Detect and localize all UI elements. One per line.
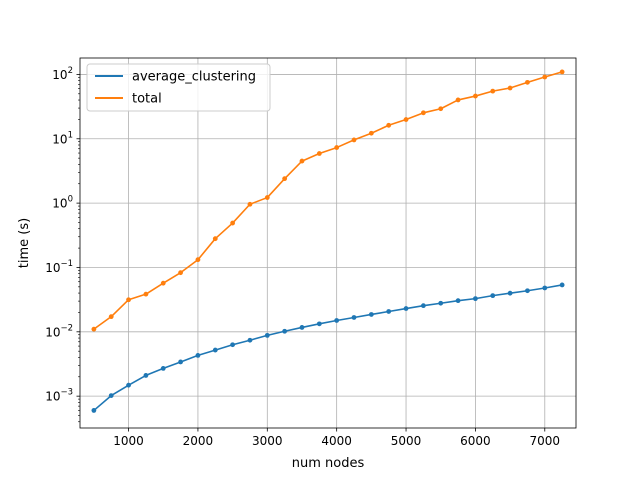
data-point-average-clustering: [230, 342, 236, 348]
data-point-total: [299, 158, 305, 164]
data-point-average-clustering: [368, 312, 374, 317]
x-tick-label: 4000: [321, 434, 352, 448]
data-point-average-clustering: [247, 337, 253, 343]
data-point-average-clustering: [386, 309, 392, 314]
y-tick-base: 10: [45, 390, 60, 404]
y-tick-label: 102: [52, 66, 73, 82]
data-point-average-clustering: [264, 332, 270, 338]
data-point-average-clustering: [316, 321, 322, 327]
data-point-average-clustering: [108, 393, 114, 399]
data-point-average-clustering: [525, 288, 530, 294]
data-point-total: [473, 93, 478, 99]
y-tick-base: 10: [45, 325, 60, 339]
data-point-total: [351, 137, 357, 143]
data-point-total: [490, 88, 496, 94]
data-point-total: [230, 220, 236, 226]
data-point-total: [247, 201, 253, 207]
data-point-total: [403, 117, 409, 122]
data-point-total: [108, 314, 114, 320]
y-tick-exponent: −3: [60, 388, 73, 398]
y-tick-base: 10: [45, 261, 60, 275]
data-point-total: [316, 151, 322, 156]
x-tick-label: 3000: [252, 434, 283, 448]
grid: [80, 58, 576, 428]
x-tick-label: 6000: [460, 434, 491, 448]
data-point-total: [195, 257, 201, 263]
y-tick-exponent: 0: [68, 195, 73, 205]
data-point-average-clustering: [160, 366, 166, 371]
data-point-total: [420, 110, 426, 116]
x-axis: 1000 2000 3000 4000 5000 6000 7000: [113, 428, 560, 448]
y-tick-exponent: −2: [60, 323, 73, 333]
data-point-average-clustering: [195, 352, 201, 358]
y-tick-base: 10: [52, 68, 67, 82]
data-point-average-clustering: [420, 303, 426, 309]
legend: average_clustering total: [86, 63, 271, 112]
data-point-average-clustering: [126, 382, 131, 388]
data-point-average-clustering: [473, 296, 478, 302]
data-point-total: [91, 326, 97, 332]
data-point-average-clustering: [282, 328, 288, 334]
data-point-total: [368, 130, 374, 136]
series-total: [91, 69, 565, 332]
y-tick-label: 101: [52, 130, 73, 146]
legend-label-average-clustering: average_clustering: [132, 70, 256, 85]
y-tick-exponent: −1: [60, 259, 73, 269]
x-axis-label: num nodes: [292, 456, 365, 471]
y-tick-label: 100: [52, 195, 73, 211]
data-point-total: [455, 97, 461, 103]
x-tick-label: 5000: [391, 434, 422, 448]
y-tick-base: 10: [52, 197, 67, 211]
data-point-total: [525, 79, 530, 85]
y-axis-label: time (s): [17, 218, 32, 268]
data-point-total: [282, 176, 288, 182]
data-point-average-clustering: [143, 373, 149, 378]
data-point-total: [264, 195, 270, 200]
data-point-average-clustering: [507, 290, 513, 296]
data-point-average-clustering: [91, 408, 97, 413]
data-point-total: [143, 291, 149, 297]
data-point-total: [334, 145, 340, 150]
data-point-total: [160, 280, 166, 286]
y-tick-exponent: 1: [68, 130, 73, 140]
data-point-average-clustering: [542, 285, 548, 291]
data-point-average-clustering: [490, 293, 496, 299]
data-point-total: [212, 236, 218, 242]
data-point-average-clustering: [438, 300, 444, 306]
series-line-average-clustering: [93, 284, 563, 412]
data-point-total: [438, 106, 444, 112]
series-average-clustering: [91, 282, 565, 413]
y-tick-label: 10−2: [45, 323, 73, 339]
data-point-average-clustering: [559, 282, 565, 288]
axes-frame: [79, 57, 577, 429]
x-tick-label: 2000: [183, 434, 214, 448]
data-point-total: [542, 74, 548, 80]
data-point-total: [559, 69, 565, 75]
y-tick-base: 10: [52, 132, 67, 146]
data-point-average-clustering: [403, 306, 409, 311]
y-tick-label: 10−1: [45, 259, 73, 275]
x-tick-label: 7000: [530, 434, 561, 448]
data-point-average-clustering: [351, 315, 357, 320]
y-tick-exponent: 2: [68, 66, 73, 76]
data-point-average-clustering: [212, 347, 218, 353]
data-point-total: [507, 85, 513, 91]
data-point-total: [126, 297, 131, 303]
data-point-average-clustering: [178, 359, 183, 365]
series-layer: [91, 69, 565, 413]
legend-label-total: total: [132, 92, 162, 107]
data-point-total: [386, 122, 392, 128]
y-tick-label: 10−3: [45, 388, 73, 404]
data-point-average-clustering: [299, 325, 305, 330]
legend-box: [86, 63, 271, 112]
series-line-total: [93, 71, 563, 330]
x-tick-label: 1000: [113, 434, 144, 448]
data-point-average-clustering: [334, 318, 340, 323]
data-point-total: [178, 270, 183, 276]
data-point-average-clustering: [455, 298, 461, 304]
plot-area: [79, 57, 577, 429]
